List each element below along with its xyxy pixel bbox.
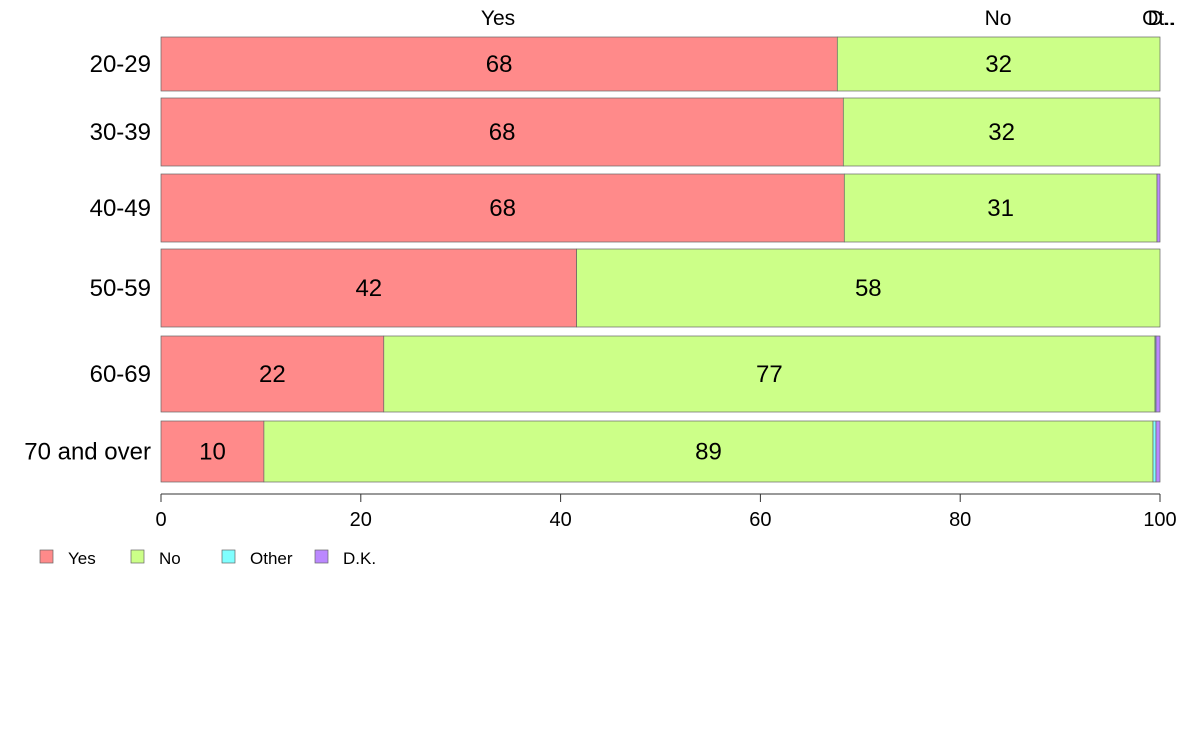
x-tick-label-40: 40 xyxy=(549,509,571,531)
top-label-other: Ot.. xyxy=(1142,7,1176,30)
bars-group xyxy=(160,36,1161,483)
bar-70-and-over-no xyxy=(263,420,1154,483)
category-label-40-49: 40-49 xyxy=(90,195,151,222)
category-label-20-29: 20-29 xyxy=(90,51,151,78)
legend-label-other: Other xyxy=(250,549,293,568)
top-label-yes: Yes xyxy=(481,7,515,30)
value-label-30-39-no: 32 xyxy=(988,119,1015,146)
top-label-no: No xyxy=(985,7,1012,30)
bar-40-49-d-k xyxy=(1156,173,1161,243)
legend: Yes No Other D.K. xyxy=(39,549,376,568)
value-label-30-39-yes: 68 xyxy=(489,119,516,146)
category-label-60-69: 60-69 xyxy=(90,361,151,388)
legend-label-yes: Yes xyxy=(68,549,96,568)
bar-30-39-yes xyxy=(160,97,844,167)
value-label-20-29-yes: 68 xyxy=(486,51,513,78)
value-label-40-49-no: 31 xyxy=(987,195,1014,222)
bar-60-69-d-k xyxy=(1155,335,1161,413)
bar-70-and-over-d-k xyxy=(1155,420,1161,483)
legend-swatch-d-k xyxy=(314,549,329,564)
x-tick-label-60: 60 xyxy=(749,509,771,531)
value-label-60-69-no: 77 xyxy=(756,361,783,388)
legend-label-d-k: D.K. xyxy=(343,549,376,568)
bar-40-49-yes xyxy=(160,173,845,243)
legend-label-no: No xyxy=(159,549,181,568)
bar-20-29-yes xyxy=(160,36,838,92)
top-label-d-k: D.. xyxy=(1148,7,1175,30)
bar-50-59-no xyxy=(576,248,1161,328)
x-tick-label-80: 80 xyxy=(949,509,971,531)
category-label-50-59: 50-59 xyxy=(90,275,151,302)
bar-70-and-over-other xyxy=(1152,420,1157,483)
bar-30-39-no xyxy=(842,97,1161,167)
bar-20-29-no xyxy=(836,36,1161,92)
bar-70-and-over-yes xyxy=(160,420,265,483)
legend-swatch-yes xyxy=(39,549,54,564)
x-tick-label-0: 0 xyxy=(155,509,166,531)
category-label-70-and-over: 70 and over xyxy=(24,439,151,466)
value-label-50-59-no: 58 xyxy=(855,275,882,302)
value-label-70-and-over-no: 89 xyxy=(695,439,722,466)
value-label-60-69-yes: 22 xyxy=(259,361,286,388)
x-axis: 0 20 40 60 80 100 xyxy=(155,493,1177,531)
x-tick-label-100: 100 xyxy=(1143,509,1176,531)
bar-60-69-no xyxy=(383,335,1156,413)
category-label-30-39: 30-39 xyxy=(90,119,151,146)
top-series-labels-group: Yes No Ot..D.. xyxy=(481,7,1176,30)
value-label-70-and-over-yes: 10 xyxy=(199,439,226,466)
value-label-50-59-yes: 42 xyxy=(355,275,382,302)
bar-40-49-no xyxy=(843,173,1158,243)
x-tick-label-20: 20 xyxy=(350,509,372,531)
category-labels-group: 20-29 30-39 40-49 50-59 60-69 70 and over xyxy=(24,51,151,466)
value-label-20-29-no: 32 xyxy=(985,51,1012,78)
bar-60-69-yes xyxy=(160,335,385,413)
value-labels-group: 68 32 68 32 68 31 42 58 22 77 10 89 xyxy=(199,51,1015,466)
legend-swatch-other xyxy=(221,549,236,564)
legend-swatch-no xyxy=(130,549,145,564)
bar-50-59-yes xyxy=(160,248,577,328)
value-label-40-49-yes: 68 xyxy=(489,195,516,222)
